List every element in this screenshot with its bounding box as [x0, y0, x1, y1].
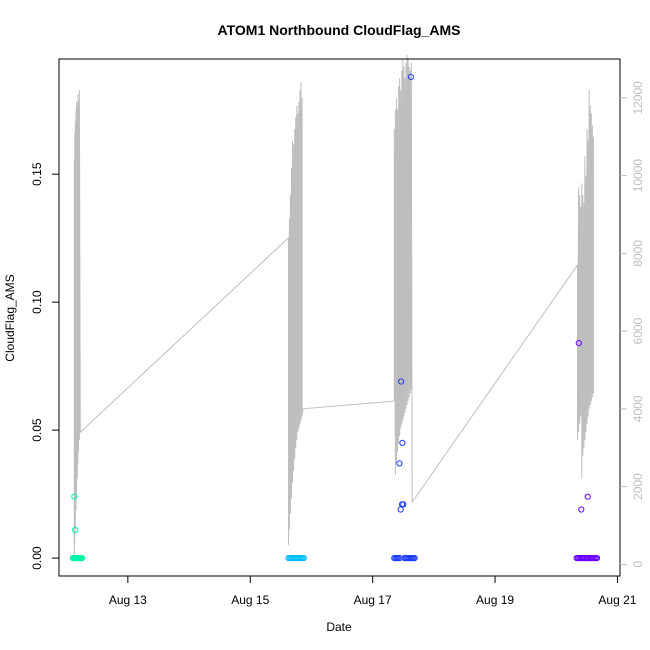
y-tick-label: 0.10 — [30, 290, 44, 314]
data-point-3-19 — [584, 493, 591, 500]
data-point-2-7 — [398, 378, 405, 385]
data-point-3-17 — [575, 340, 582, 347]
data-point-3-16 — [593, 555, 601, 562]
data-point-2-4 — [396, 460, 403, 467]
data-point-2-10 — [400, 501, 407, 508]
data-point-0-3 — [71, 493, 78, 500]
data-point-1-12 — [300, 555, 307, 562]
x-tick-label: Aug 21 — [598, 593, 636, 607]
data-point-0-14 — [78, 555, 86, 562]
y2-tick-label: 8000 — [631, 240, 645, 267]
y2-tick-label: 2000 — [631, 473, 645, 500]
data-point-2-19 — [411, 555, 418, 562]
data-point-3-18 — [578, 506, 585, 513]
x-tick-label: Aug 19 — [476, 593, 514, 607]
y2-tick-label: 10000 — [631, 159, 645, 193]
x-tick-label: Aug 17 — [354, 593, 392, 607]
y2-tick-label: 6000 — [631, 317, 645, 344]
data-point-2-20 — [407, 73, 414, 81]
plot-frame — [58, 58, 621, 577]
y-tick-label: 0.00 — [30, 546, 44, 570]
secondary-y-axis: 0 2000 4000 6000 8000 10000 12000 — [620, 81, 645, 568]
y-axis: 0.00 0.05 0.10 0.15 — [30, 162, 59, 570]
x-axis: Aug 13 Aug 15 Aug 17 Aug 19 Aug 21 — [109, 576, 637, 607]
secondary-line-layer — [73, 55, 594, 561]
y2-tick-label: 12000 — [631, 81, 645, 115]
y2-tick-label: 0 — [631, 561, 645, 568]
x-axis-label: Date — [326, 620, 352, 634]
data-point-2-9 — [399, 439, 406, 446]
data-point-2-6 — [397, 506, 404, 513]
y2-tick-label: 4000 — [631, 395, 645, 422]
y-tick-label: 0.05 — [30, 418, 44, 442]
data-point-0-5 — [72, 526, 79, 534]
x-tick-label: Aug 15 — [231, 593, 269, 607]
data-point-2-3 — [395, 555, 402, 562]
y-axis-label: CloudFlag_AMS — [3, 274, 17, 361]
y-tick-label: 0.15 — [30, 162, 44, 186]
chart-title: ATOM1 Northbound CloudFlag_AMS — [218, 22, 461, 38]
points-layer — [69, 73, 601, 562]
x-tick-label: Aug 13 — [109, 593, 147, 607]
secondary-series-line — [73, 55, 594, 561]
